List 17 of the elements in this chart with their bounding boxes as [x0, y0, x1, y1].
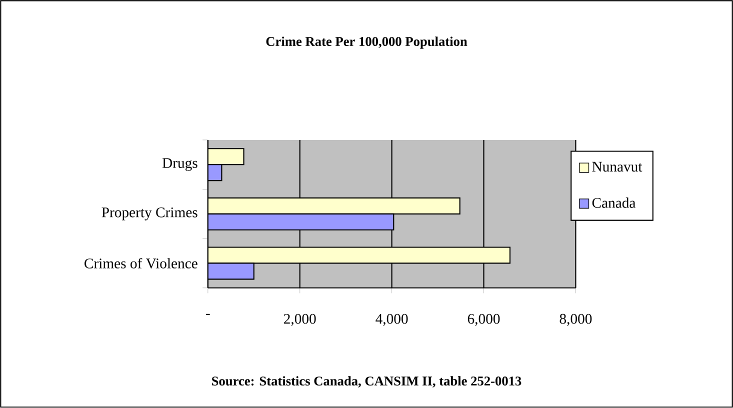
y-tick-label: Property Crimes [102, 208, 198, 220]
bar [208, 262, 254, 280]
y-tick-label: Drugs [162, 158, 198, 172]
x-tick-label: 6,000 [468, 314, 500, 326]
x-tick-label: 8,000 [560, 314, 592, 326]
legend-label: Nunavut [592, 162, 642, 172]
x-tick-label: 2,000 [284, 314, 316, 326]
bar [208, 148, 244, 166]
x-tick-label: 4,000 [376, 314, 408, 326]
x-tick-label: - [206, 314, 210, 316]
bar [208, 197, 460, 215]
legend-label: Canada [592, 198, 636, 208]
y-tick-label: Crimes of Violence [84, 258, 198, 269]
bar [208, 213, 394, 231]
bar [208, 246, 511, 264]
source-note: Source: Statistics Canada, CANSIM II, table 252-0013 [212, 376, 522, 388]
chart-title: Crime Rate Per 100,000 Population [266, 36, 468, 49]
